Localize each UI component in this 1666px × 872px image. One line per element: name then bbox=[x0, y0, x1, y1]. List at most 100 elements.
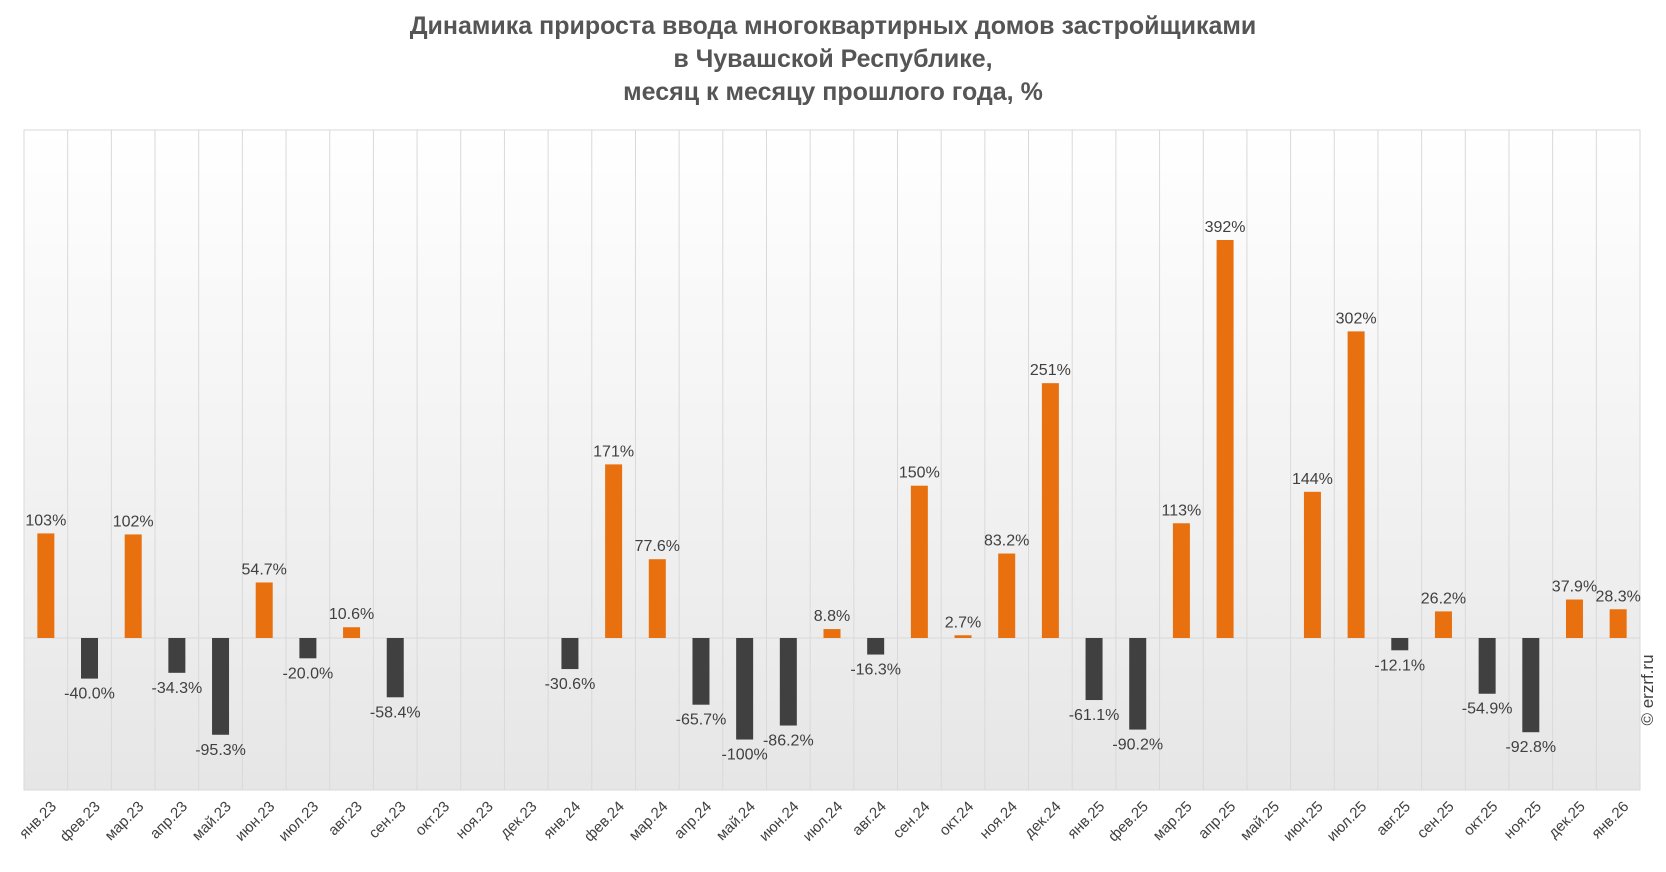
data-label: 171% bbox=[593, 443, 634, 460]
x-tick-label: июл.23 bbox=[275, 798, 322, 845]
bar bbox=[1303, 491, 1321, 638]
data-label: 302% bbox=[1336, 310, 1377, 327]
bar bbox=[1478, 638, 1496, 694]
x-tick-label: сен.23 bbox=[366, 798, 410, 842]
bar bbox=[1391, 638, 1409, 651]
x-tick-label: апр.25 bbox=[1195, 798, 1239, 842]
bar bbox=[124, 534, 142, 638]
bar bbox=[648, 559, 666, 638]
x-tick-label: апр.24 bbox=[671, 798, 715, 842]
bar bbox=[1216, 240, 1234, 638]
bar bbox=[1041, 383, 1059, 638]
bar bbox=[81, 638, 99, 679]
x-tick-label: июл.24 bbox=[800, 798, 847, 845]
bar bbox=[692, 638, 710, 705]
chart-title-line-1: Динамика прироста ввода многоквартирных … bbox=[409, 12, 1257, 40]
bar bbox=[212, 638, 230, 735]
data-label: -54.9% bbox=[1462, 701, 1513, 718]
gridlines bbox=[24, 130, 1640, 790]
data-label: 392% bbox=[1205, 219, 1246, 236]
data-label: -40.0% bbox=[64, 686, 115, 703]
x-tick-label: май.23 bbox=[189, 798, 235, 844]
x-tick-label: авг.24 bbox=[849, 798, 890, 839]
data-label: 54.7% bbox=[242, 561, 287, 578]
data-label: 26.2% bbox=[1421, 590, 1466, 607]
x-tick-label: фев.23 bbox=[57, 798, 104, 845]
bar bbox=[1172, 523, 1190, 638]
bar bbox=[255, 582, 273, 638]
data-label: 102% bbox=[113, 513, 154, 530]
x-tick-label: окт.23 bbox=[412, 798, 453, 839]
data-label: -61.1% bbox=[1069, 707, 1120, 724]
bar bbox=[910, 485, 928, 638]
bar bbox=[299, 638, 317, 659]
x-tick-label: дек.24 bbox=[1021, 798, 1064, 841]
x-tick-label: авг.23 bbox=[325, 798, 366, 839]
x-tick-label: июл.25 bbox=[1324, 798, 1371, 845]
data-label: 10.6% bbox=[329, 606, 374, 623]
chart-title-line-2: в Чувашской Республике, bbox=[673, 45, 993, 73]
bar bbox=[823, 629, 841, 638]
x-tick-label: ноя.25 bbox=[1501, 798, 1545, 842]
bar bbox=[1565, 599, 1583, 638]
x-tick-label: дек.23 bbox=[497, 798, 540, 841]
bar bbox=[954, 635, 972, 638]
data-label: 150% bbox=[899, 465, 940, 482]
data-label: -20.0% bbox=[283, 665, 334, 682]
bar bbox=[1347, 331, 1365, 638]
bar bbox=[1609, 609, 1627, 638]
x-tick-label: сен.25 bbox=[1414, 798, 1458, 842]
x-tick-label: окт.25 bbox=[1460, 798, 1501, 839]
x-tick-label: янв.23 bbox=[16, 798, 60, 842]
x-tick-label: окт.24 bbox=[936, 798, 977, 839]
data-label: -30.6% bbox=[545, 676, 596, 693]
data-label: 37.9% bbox=[1552, 579, 1597, 596]
bar bbox=[37, 533, 55, 638]
data-label: 83.2% bbox=[984, 533, 1029, 550]
data-label: 113% bbox=[1162, 502, 1202, 519]
bar bbox=[1085, 638, 1103, 701]
plot-area bbox=[23, 129, 1641, 791]
bar bbox=[605, 464, 623, 638]
x-tick-label: сен.24 bbox=[890, 798, 934, 842]
x-tick-label: мар.23 bbox=[102, 798, 148, 844]
x-tick-label: авг.25 bbox=[1373, 798, 1414, 839]
x-tick-label: июн.23 bbox=[232, 798, 279, 845]
data-label: -92.8% bbox=[1505, 739, 1556, 756]
x-tick-label: янв.26 bbox=[1588, 798, 1632, 842]
data-label: -58.4% bbox=[370, 704, 421, 721]
chart-title: Динамика прироста ввода многоквартирных … bbox=[0, 10, 1666, 109]
watermark: © erzrf.ru bbox=[1638, 654, 1657, 726]
x-tick-label: июн.25 bbox=[1280, 798, 1327, 845]
x-tick-label: май.24 bbox=[713, 798, 759, 844]
data-labels: 103% -40.0% 102% -34.3% -95.3% 54.7% -20.0% 10.… bbox=[25, 219, 1640, 764]
data-label: 28.3% bbox=[1595, 588, 1640, 605]
x-tick-label: май.25 bbox=[1237, 798, 1283, 844]
data-label: -95.3% bbox=[195, 742, 246, 759]
data-label: -100% bbox=[722, 747, 768, 764]
x-tick-label: дек.25 bbox=[1545, 798, 1588, 841]
data-label: 144% bbox=[1292, 471, 1333, 488]
data-label: 103% bbox=[25, 512, 66, 529]
x-tick-label: апр.23 bbox=[147, 798, 191, 842]
bar bbox=[779, 638, 797, 726]
bar bbox=[1434, 611, 1452, 638]
bar bbox=[1129, 638, 1147, 730]
data-label: 2.7% bbox=[945, 614, 981, 631]
bars bbox=[37, 240, 1627, 740]
bar bbox=[561, 638, 579, 670]
x-tick-label: ноя.24 bbox=[977, 798, 1021, 842]
data-label: 251% bbox=[1030, 362, 1071, 379]
x-tick-label: июн.24 bbox=[756, 798, 803, 845]
bar bbox=[998, 553, 1016, 638]
x-tick-label: ноя.23 bbox=[453, 798, 497, 842]
x-tick-label: мар.25 bbox=[1150, 798, 1196, 844]
data-label: -34.3% bbox=[152, 680, 203, 697]
data-label: 77.6% bbox=[635, 538, 680, 555]
bar bbox=[386, 638, 404, 698]
bar bbox=[736, 638, 754, 740]
x-tick-label: янв.25 bbox=[1064, 798, 1108, 842]
bar bbox=[168, 638, 186, 673]
bar bbox=[343, 627, 361, 638]
